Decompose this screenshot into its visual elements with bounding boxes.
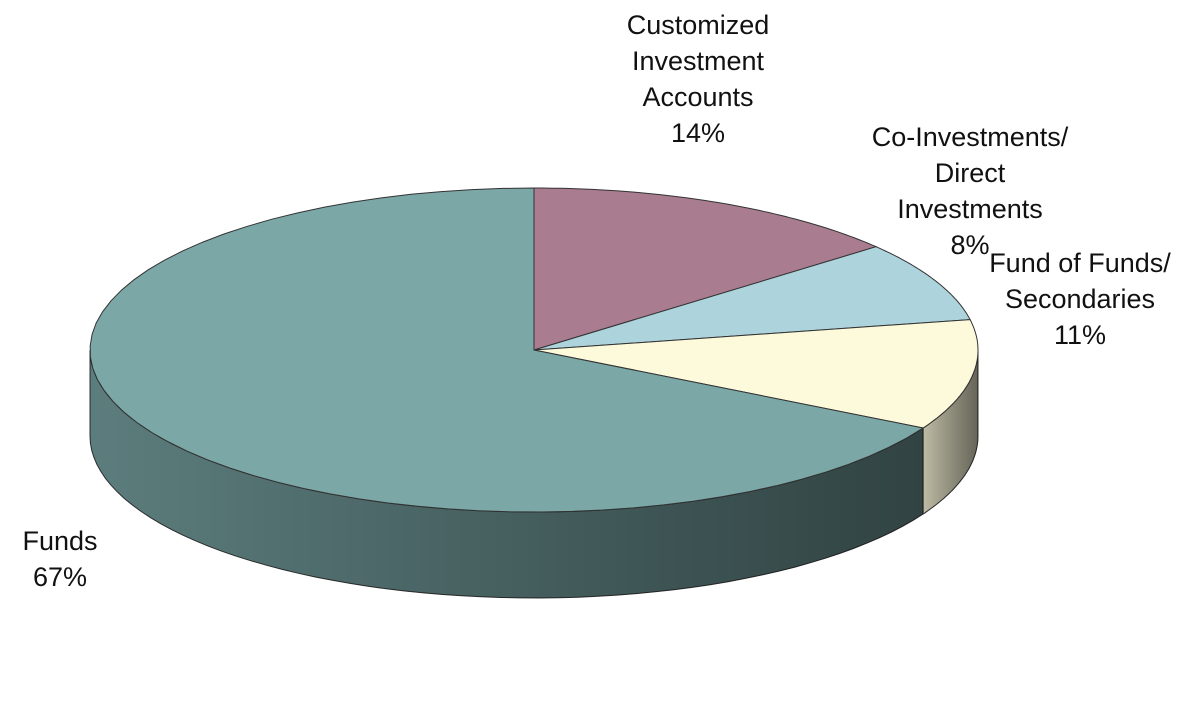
- slice-label: Funds: [22, 526, 97, 556]
- slice-label: Co-Investments/Direct Investments: [872, 122, 1069, 224]
- slice-label: Customized Investment Accounts: [627, 10, 770, 112]
- slice: [533, 187, 878, 351]
- slice-value-label: 14%: [671, 118, 725, 148]
- slice: [89, 187, 925, 513]
- slice-value-label: 67%: [33, 562, 87, 592]
- labels: Customized Investment Accounts 14% Co-Invest…: [22, 10, 1171, 592]
- slice-value-label: 8%: [950, 230, 989, 260]
- pie-sides: [89, 349, 979, 599]
- slice-label: Fund of Funds/Secondaries: [989, 248, 1171, 314]
- pie-tops: [89, 187, 979, 513]
- slice-side-shade: [923, 350, 978, 514]
- slice: [533, 319, 979, 429]
- slice: [533, 246, 971, 351]
- slice-value-label: 11%: [1054, 320, 1106, 350]
- slice-side-shade: [90, 350, 924, 598]
